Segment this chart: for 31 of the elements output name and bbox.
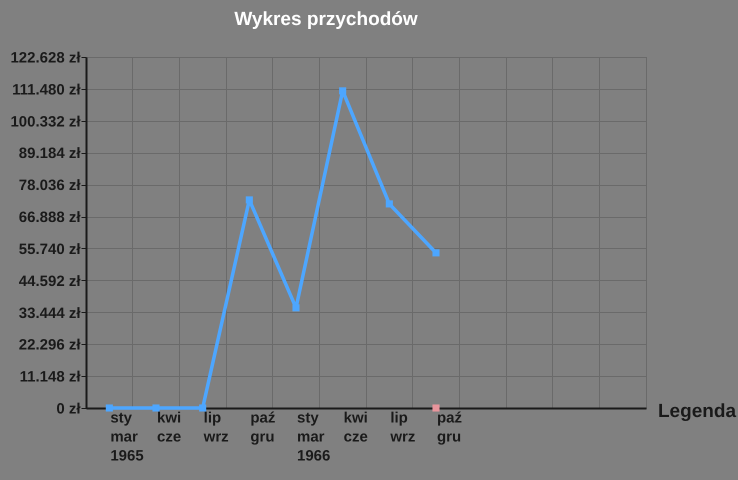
x-tick-label: kwi cze [344, 410, 368, 446]
x-tick-label: lip wrz [202, 410, 229, 446]
point [106, 404, 113, 412]
point [432, 249, 440, 256]
point [246, 196, 253, 204]
text: Legenda [658, 401, 736, 422]
y-tick-label: 11.148 zł [20, 368, 82, 386]
point [386, 200, 393, 208]
y-tick-label: 22.296 zł [18, 336, 82, 354]
point [292, 304, 300, 312]
x-tick-label: kwi cze [157, 410, 182, 446]
y-tick-label: 89.184 zł [18, 145, 82, 162]
x-tick-label: sty mar 1966 [297, 410, 330, 464]
y-tick-label: 0 zł [56, 400, 82, 418]
x-tick-label: lip wrz [389, 410, 416, 446]
y-tick-label: 78.036 zł [18, 177, 82, 194]
y-tick-label: 66.888 zł [18, 209, 82, 226]
y-tick-label: 33.444 zł [18, 304, 82, 322]
y-tick-label: 44.592 zł [18, 272, 82, 290]
x-tick-label: paź gru [250, 410, 276, 446]
point [199, 404, 206, 412]
x-tick-label: sty mar 1965 [110, 410, 144, 464]
y-tick-label: 111.480 zł [12, 81, 82, 98]
y-tick-label: 122.628 zł [10, 50, 82, 66]
x-tick-label: paź gru [437, 410, 462, 446]
point [432, 404, 440, 412]
chart-title: Wykres przychodów [234, 9, 418, 30]
y-tick-label: 55.740 zł [18, 240, 82, 258]
point [152, 404, 160, 412]
point [339, 87, 346, 94]
y-tick-label: 100.332 zł [10, 113, 82, 130]
